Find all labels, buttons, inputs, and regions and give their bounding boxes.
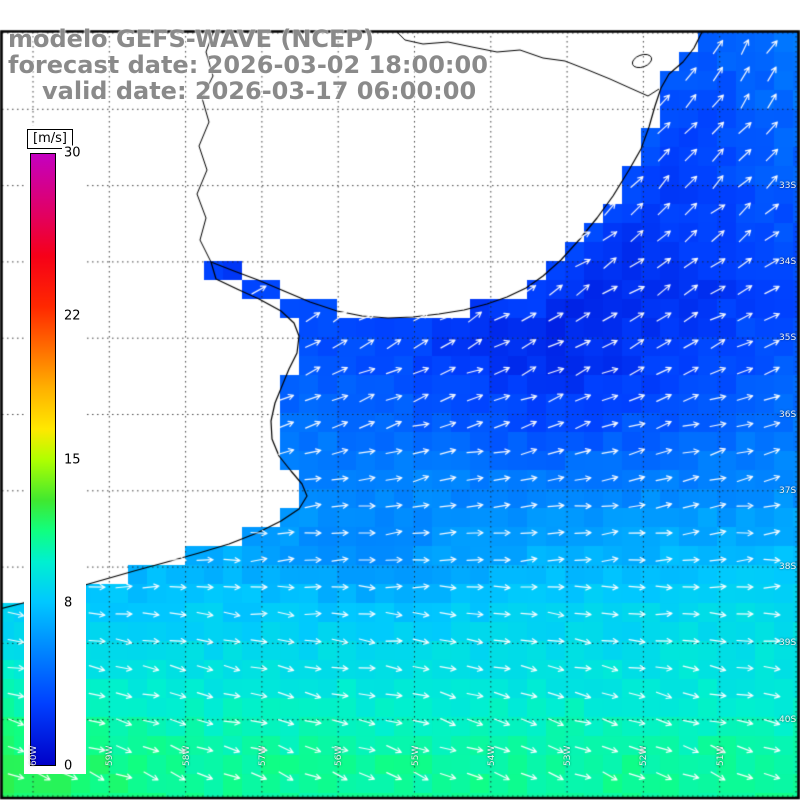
model-title: modelo GEFS-WAVE (NCEP) (8, 25, 374, 53)
title-block: modelo GEFS-WAVE (NCEP) forecast date: 2… (8, 26, 488, 104)
forecast-date-line: forecast date: 2026-03-02 18:00:00 (8, 51, 488, 79)
colorbar-tick-label: 15 (62, 452, 83, 467)
colorbar: 30 22 15 8 0 (30, 145, 83, 774)
colorbar-gradient (30, 153, 56, 766)
colorbar-tick-label: 22 (62, 308, 83, 324)
colorbar-tick-label: 8 (62, 595, 75, 611)
colorbar-tick-label: 30 (62, 145, 83, 161)
valid-date-line: valid date: 2026-03-17 06:00:00 (42, 77, 477, 105)
colorbar-tick-label: 0 (62, 758, 75, 774)
colorbar-unit-label: [m/s] (27, 129, 73, 149)
